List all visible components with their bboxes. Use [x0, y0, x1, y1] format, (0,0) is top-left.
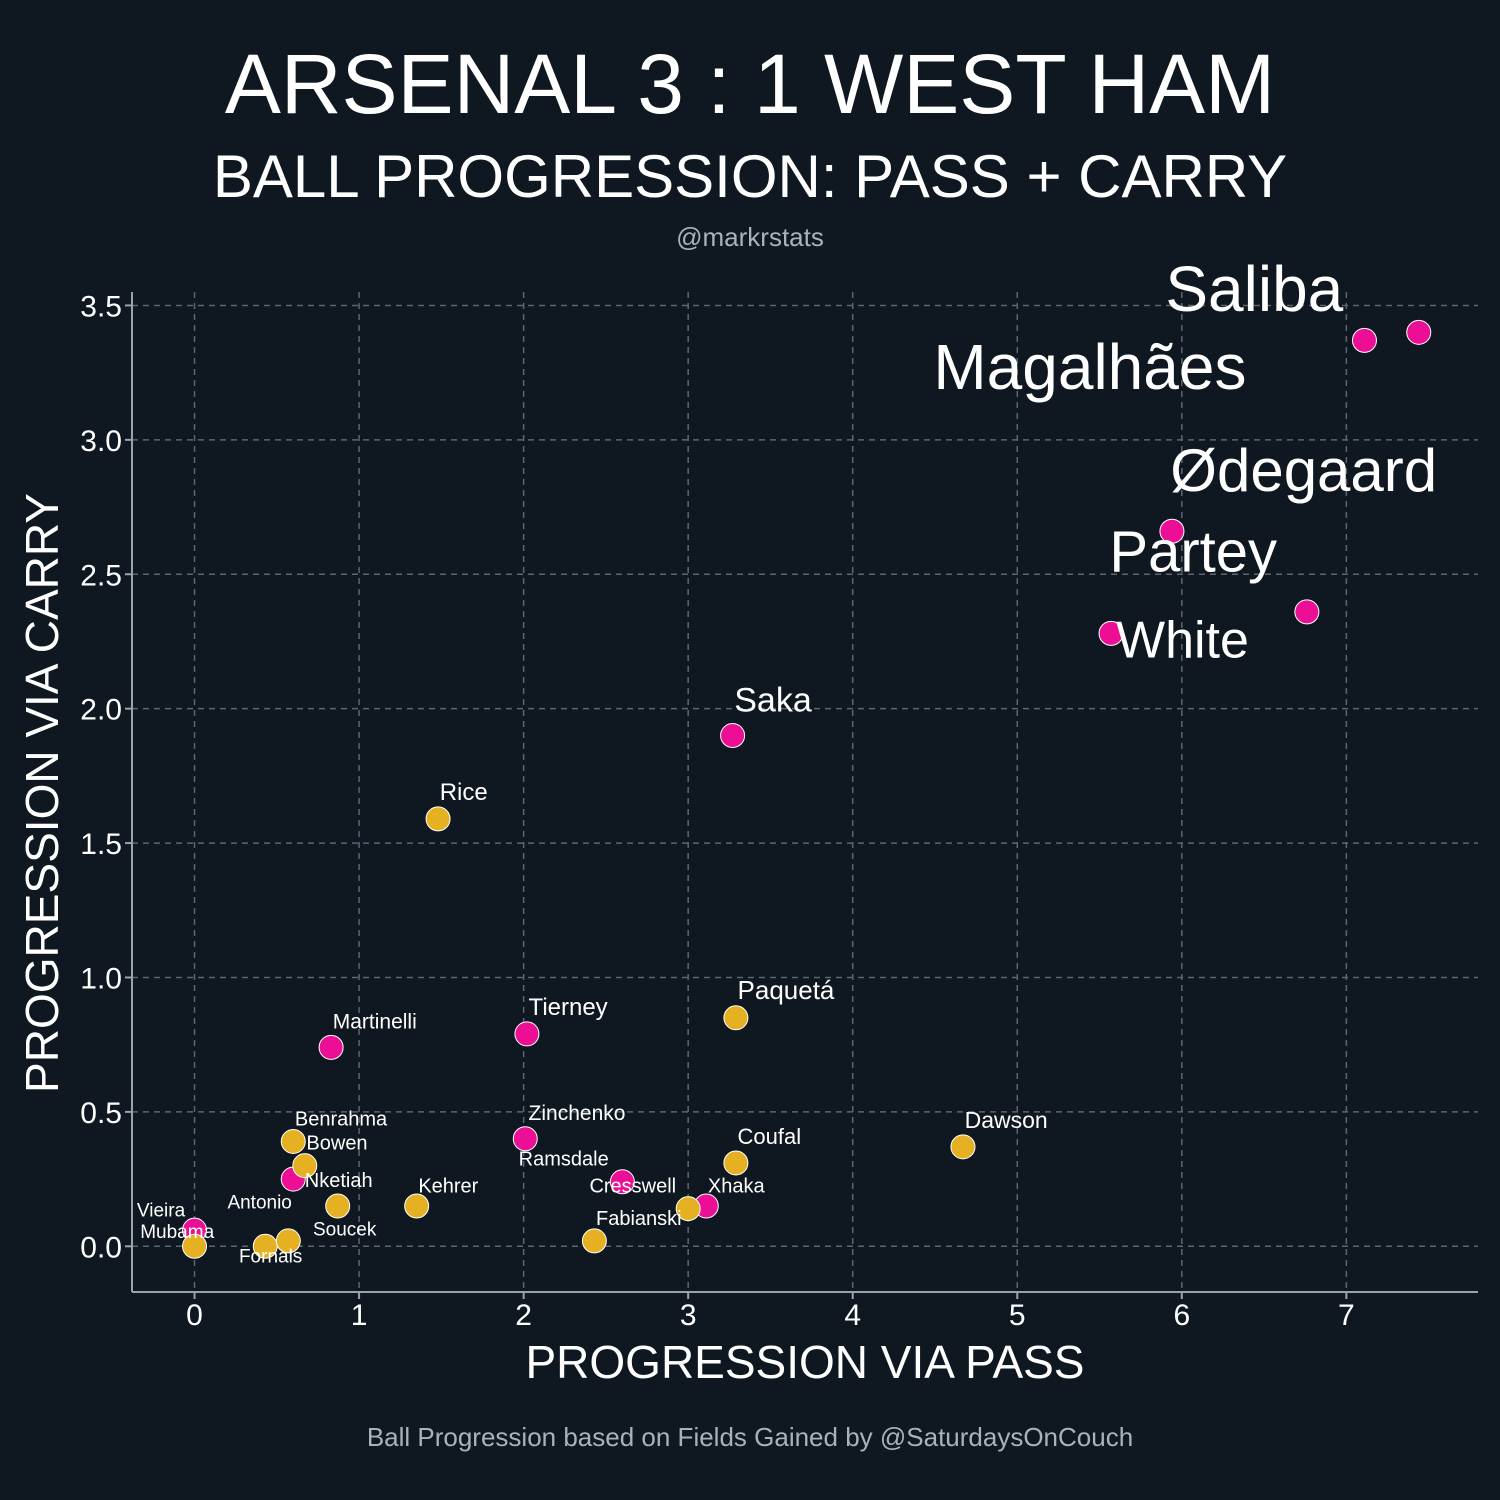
arsenal-point	[1406, 319, 1432, 345]
player-label: Coufal	[738, 1124, 802, 1149]
y-tick-label: 2.0	[80, 694, 122, 727]
arsenal-point	[1294, 599, 1320, 625]
y-tick-label: 2.5	[80, 559, 122, 592]
data-points	[182, 319, 1432, 1259]
arsenal-point	[720, 723, 746, 749]
player-label: Bowen	[306, 1133, 367, 1155]
westham-point	[404, 1193, 430, 1219]
player-label: Ramsdale	[519, 1149, 609, 1171]
westham-point	[723, 1150, 749, 1176]
westham-point	[723, 1005, 749, 1031]
arsenal-point	[609, 1169, 635, 1195]
player-label: Saka	[734, 681, 812, 719]
westham-point	[425, 806, 451, 832]
player-label: Ødegaard	[1170, 437, 1437, 504]
player-label: Soucek	[313, 1220, 377, 1241]
player-label: Mubama	[140, 1222, 214, 1243]
x-tick-label: 3	[680, 1299, 697, 1332]
arsenal-point	[318, 1034, 344, 1060]
tick-labels: 0 1 2 3 4 5 6 7 0.0 0.5 1.0 1.5 2.0 2.5 3.0 3.5	[80, 290, 1354, 1332]
arsenal-point	[514, 1021, 540, 1047]
westham-point	[581, 1228, 607, 1254]
player-label: Cresswell	[589, 1176, 676, 1198]
axes	[125, 292, 1478, 1299]
player-label: Dawson	[965, 1107, 1048, 1133]
player-label: Tierney	[529, 994, 608, 1021]
y-tick-label: 0.5	[80, 1097, 122, 1130]
footer-caption: Ball Progression based on Fields Gained …	[367, 1422, 1133, 1452]
player-label: Rice	[440, 779, 488, 806]
player-label: Martinelli	[333, 1011, 417, 1034]
player-label: Fabianski	[596, 1208, 682, 1230]
player-label: Nketiah	[305, 1170, 373, 1192]
arsenal-point	[1351, 327, 1377, 353]
player-label: Fornals	[239, 1246, 302, 1267]
player-label: Partey	[1109, 520, 1277, 585]
player-label: Xhaka	[708, 1176, 766, 1198]
y-axis-label: PROGRESSION VIA CARRY	[16, 493, 68, 1093]
y-tick-label: 0.0	[80, 1231, 122, 1264]
westham-point	[292, 1153, 318, 1179]
player-label: Antonio	[227, 1193, 291, 1214]
player-label: Kehrer	[418, 1176, 478, 1198]
arsenal-point	[512, 1126, 538, 1152]
grid-lines	[132, 292, 1478, 1292]
x-tick-label: 2	[515, 1299, 532, 1332]
westham-point	[182, 1233, 208, 1259]
player-label: Zinchenko	[529, 1102, 626, 1125]
westham-point	[950, 1134, 976, 1160]
player-label: Saliba	[1165, 253, 1343, 325]
westham-point	[325, 1193, 351, 1219]
player-label: Paquetá	[738, 975, 835, 1005]
y-tick-label: 3.5	[80, 290, 122, 323]
x-tick-label: 0	[186, 1299, 203, 1332]
x-tick-label: 4	[844, 1299, 861, 1332]
chart-subtitle: BALL PROGRESSION: PASS + CARRY	[213, 143, 1287, 210]
player-label: Vieira	[137, 1201, 186, 1222]
y-tick-label: 3.0	[80, 425, 122, 458]
arsenal-point	[1098, 620, 1124, 646]
x-axis-label: PROGRESSION VIA PASS	[526, 1336, 1085, 1388]
x-tick-label: 5	[1009, 1299, 1026, 1332]
player-label: Benrahma	[295, 1108, 388, 1130]
y-tick-label: 1.0	[80, 962, 122, 995]
arsenal-point	[1159, 518, 1185, 544]
x-tick-label: 1	[351, 1299, 368, 1332]
player-label: White	[1116, 612, 1249, 670]
westham-point	[675, 1196, 701, 1222]
chart-title: ARSENAL 3 : 1 WEST HAM	[225, 37, 1275, 131]
westham-point	[275, 1228, 301, 1254]
westham-point	[280, 1128, 306, 1154]
x-tick-label: 7	[1338, 1299, 1355, 1332]
x-tick-label: 6	[1173, 1299, 1190, 1332]
author-handle: @markrstats	[676, 222, 824, 252]
y-tick-label: 1.5	[80, 828, 122, 861]
player-label: Magalhães	[933, 331, 1246, 403]
